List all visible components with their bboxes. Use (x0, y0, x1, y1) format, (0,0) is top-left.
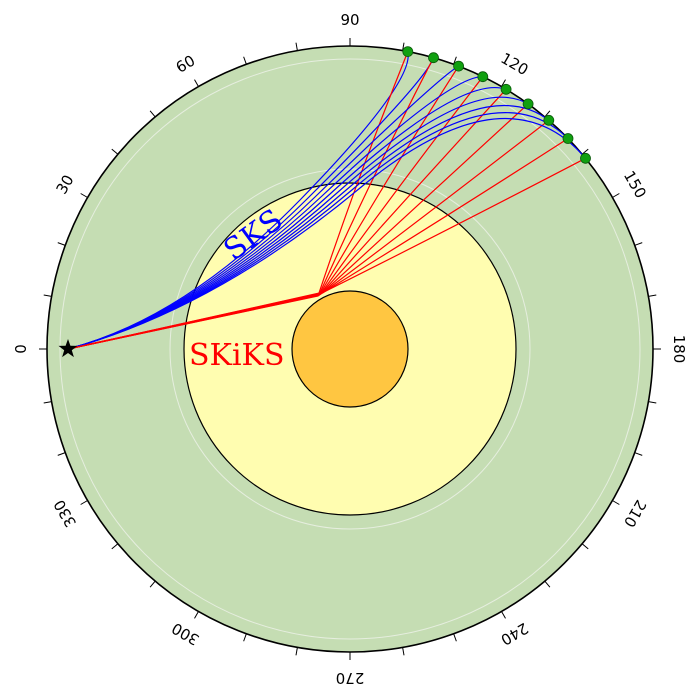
tick-mark (634, 452, 643, 456)
tick-mark (402, 42, 405, 51)
tick-mark (243, 56, 247, 65)
tick-mark (648, 294, 657, 297)
tick-mark (149, 110, 156, 118)
tick-mark (544, 110, 551, 118)
tick-label: 270 (336, 669, 365, 687)
station-circle-icon (543, 114, 555, 126)
tick-mark (43, 294, 52, 297)
sks-ray (67, 118, 586, 350)
tick-mark (612, 193, 620, 198)
tick-label: 150 (620, 168, 650, 202)
skiks-phase-label: SKiKS (189, 338, 285, 373)
ray-paths (67, 51, 586, 350)
tick-mark (612, 500, 620, 505)
station-circle-icon (580, 152, 591, 164)
skiks-ray (67, 137, 569, 350)
tick-label: 300 (169, 619, 203, 649)
tick-mark (501, 79, 506, 87)
tick-mark (149, 580, 156, 588)
station-circle-icon (562, 133, 574, 144)
tick-label: 60 (173, 52, 199, 77)
tick-label: 240 (498, 619, 532, 649)
tick-label: 30 (53, 172, 78, 198)
skiks-ray (67, 88, 507, 350)
station-circle-icon (402, 46, 414, 57)
tick-mark (111, 543, 119, 550)
tick-mark (57, 452, 66, 456)
tick-mark (80, 500, 88, 505)
tick-label: 120 (498, 49, 532, 79)
tick-mark (80, 193, 88, 198)
guide-circle (169, 168, 531, 530)
station-circle-icon (428, 52, 439, 64)
tick-mark (501, 611, 506, 619)
tick-label: 330 (50, 497, 80, 531)
tick-mark (581, 148, 589, 155)
skiks-ray (67, 119, 550, 350)
guide-circle (59, 58, 641, 640)
skiks-ray (67, 57, 435, 350)
skiks-ray (67, 65, 460, 350)
tick-mark (111, 148, 119, 155)
station-circle-icon (453, 60, 465, 72)
tick-label: 210 (620, 497, 650, 531)
depth-guide-circles (59, 58, 641, 640)
tick-mark (453, 633, 457, 642)
tick-label: 0 (12, 344, 30, 354)
tick-mark (453, 56, 457, 65)
tick-mark (634, 242, 643, 246)
tick-mark (295, 647, 298, 656)
station-circle-icon (522, 98, 534, 110)
stations (402, 46, 591, 164)
skiks-ray (67, 76, 484, 350)
tick-mark (648, 401, 657, 404)
tick-mark (243, 633, 247, 642)
station-circle-icon (500, 83, 512, 95)
tick-mark (194, 611, 199, 619)
tick-mark (295, 42, 298, 51)
station-circle-icon (477, 71, 489, 83)
tick-mark (581, 543, 589, 550)
angle-ticks (39, 38, 661, 660)
skiks-ray (67, 157, 586, 350)
source-star-icon (58, 339, 78, 358)
tick-label: 90 (340, 11, 359, 29)
tick-mark (194, 79, 199, 87)
skiks-ray (67, 51, 409, 350)
inner-core-disc (291, 290, 409, 408)
source (58, 339, 78, 358)
tick-label: 180 (670, 335, 688, 364)
skiks-ray (67, 103, 529, 350)
tick-mark (57, 242, 66, 246)
tick-mark (43, 401, 52, 404)
tick-mark (544, 580, 551, 588)
tick-mark (402, 647, 405, 656)
